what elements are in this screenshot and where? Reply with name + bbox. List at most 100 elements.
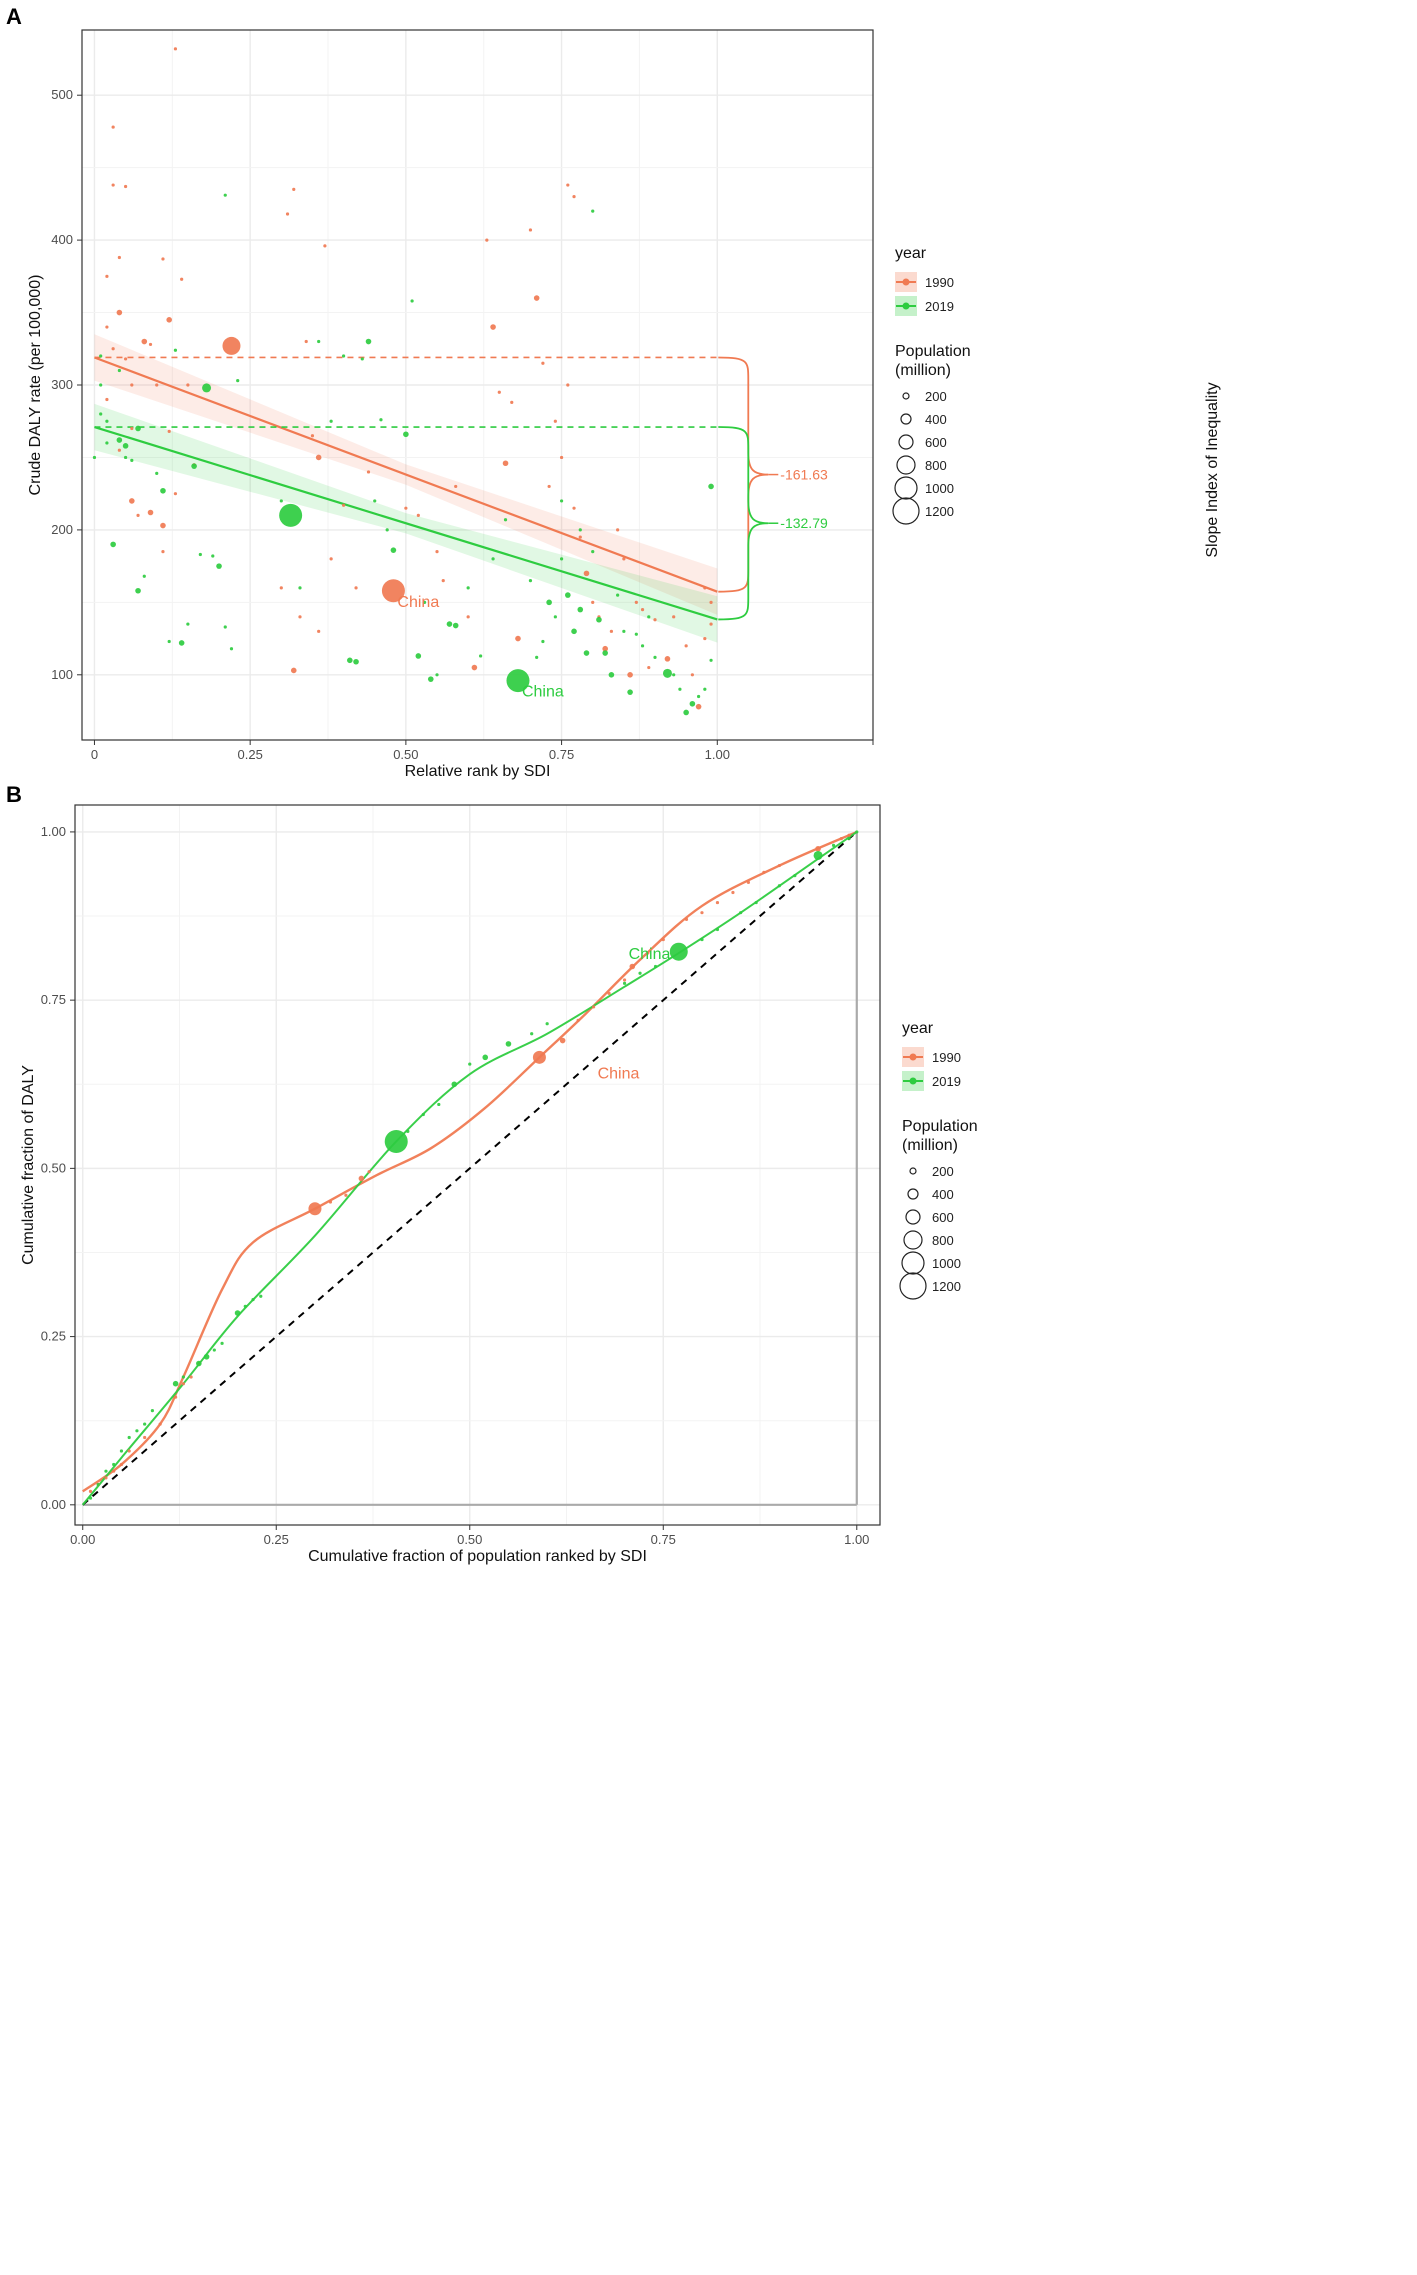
data-point-1990: [308, 1202, 322, 1216]
data-point-2019: [211, 554, 215, 558]
data-point-2019: [715, 927, 720, 932]
data-point-2019: [390, 547, 397, 553]
data-point-1990: [553, 419, 557, 423]
x-tick-label: 0.25: [238, 747, 263, 762]
data-point-2019: [479, 654, 483, 658]
data-point-1990: [105, 274, 109, 278]
y-tick-label: 0.50: [41, 1160, 66, 1175]
panel-label: B: [6, 782, 22, 807]
data-point-2019: [99, 383, 103, 387]
data-point-2019: [777, 884, 781, 888]
legend-size-title: (million): [895, 362, 951, 379]
data-point-1990: [490, 324, 496, 330]
data-point-1990: [559, 1037, 566, 1044]
data-point-1990: [304, 339, 308, 344]
data-point-1990: [105, 397, 109, 402]
sii-brackets: -161.63 -132.79 Slope Index of Inequality: [718, 356, 1221, 621]
data-point-2019: [143, 1422, 147, 1426]
data-point-2019: [105, 441, 109, 445]
x-tick-label: 0.50: [457, 1532, 482, 1547]
plot-background: [75, 805, 880, 1525]
data-point-2019: [541, 639, 545, 644]
series-2019: [88, 830, 859, 1500]
data-point-1990: [616, 528, 620, 532]
data-point-1990: [684, 644, 688, 648]
data-point-2019: [96, 1483, 100, 1487]
data-point-1990: [583, 570, 590, 577]
curves: [81, 830, 858, 1506]
annotation-2019: China: [522, 684, 564, 701]
data-point-1990: [116, 309, 123, 316]
data-point-2019: [127, 1435, 131, 1440]
data-point-2019: [662, 668, 672, 678]
data-point-1990: [622, 978, 627, 982]
x-axis-title: Relative rank by SDI: [405, 763, 551, 780]
data-point-1990: [354, 586, 358, 590]
legend-label-1990: 1990: [925, 275, 954, 290]
data-point-1990: [591, 600, 595, 604]
data-point-2019: [181, 1375, 185, 1379]
data-point-2019: [150, 1409, 155, 1413]
data-point-2019: [640, 644, 645, 648]
data-point-1990: [441, 579, 445, 583]
gridlines: [82, 30, 873, 740]
legend-size-label: 800: [925, 458, 947, 473]
y-axis-title: Cumulative fraction of DALY: [20, 1065, 37, 1265]
data-point-2019: [653, 964, 658, 969]
data-point-2019: [155, 471, 159, 475]
data-point-1990: [547, 484, 551, 489]
data-point-1990: [684, 917, 689, 921]
panel-B: B 0.00 0.25 0.50 0.75 1.00 0.00 0.25 0.50 0.75 1.0…: [6, 782, 978, 1565]
data-point-2019: [216, 563, 222, 569]
data-point-1990: [180, 277, 184, 281]
sii-brace-2019: [718, 426, 769, 621]
legend: year 1990 2019 Population (million) 200 400 600…: [899, 1020, 978, 1300]
y-tick-label: 0.75: [41, 992, 66, 1007]
legend-size-label: 1200: [925, 504, 954, 519]
data-point-2019: [638, 971, 642, 975]
data-point-1990: [310, 434, 315, 438]
plot-border: [74, 804, 881, 1526]
data-point-1990: [367, 1170, 371, 1174]
legend-size-circle: [899, 1272, 927, 1300]
data-point-1990: [572, 506, 576, 510]
data-point-2019: [167, 639, 171, 644]
legend-size-label: 1000: [932, 1256, 961, 1271]
legend-size-circle: [896, 455, 916, 475]
data-point-2019: [178, 640, 185, 646]
data-point-2019: [437, 1102, 441, 1107]
data-point-2019: [591, 550, 595, 554]
data-point-2019: [104, 1469, 108, 1473]
data-point-1990: [161, 257, 165, 261]
data-point-1990: [746, 880, 751, 884]
data-point-2019: [353, 658, 359, 665]
data-point-1990: [709, 622, 713, 626]
data-point-1990: [578, 535, 582, 539]
data-point-2019: [506, 669, 530, 693]
data-point-2019: [446, 621, 453, 627]
concentration-curve-2019: [81, 831, 858, 1506]
y-tick-label: 0.25: [41, 1329, 66, 1344]
series-2019: [92, 193, 714, 716]
legend-size-label: 200: [932, 1164, 954, 1179]
data-point-1990: [497, 390, 501, 394]
data-point-1990: [119, 1462, 124, 1467]
data-point-2019: [123, 455, 128, 460]
data-point-2019: [317, 339, 321, 344]
legend-label-1990: 1990: [932, 1050, 961, 1065]
data-point-2019: [689, 700, 696, 707]
legend-size-label: 1000: [925, 481, 954, 496]
data-point-1990: [143, 1435, 147, 1440]
data-point-1990: [290, 667, 297, 674]
legend-key-dot-2019: [902, 302, 910, 310]
data-point-2019: [234, 1310, 241, 1316]
data-point-2019: [452, 622, 459, 629]
data-point-2019: [130, 458, 134, 462]
data-point-2019: [578, 528, 582, 532]
data-point-2019: [173, 348, 178, 352]
annotation-1990: China: [397, 594, 439, 611]
legend-size-circle: [898, 434, 914, 450]
y-tick-label: 400: [51, 232, 73, 247]
data-point-2019: [678, 687, 682, 691]
data-point-2019: [709, 658, 713, 662]
